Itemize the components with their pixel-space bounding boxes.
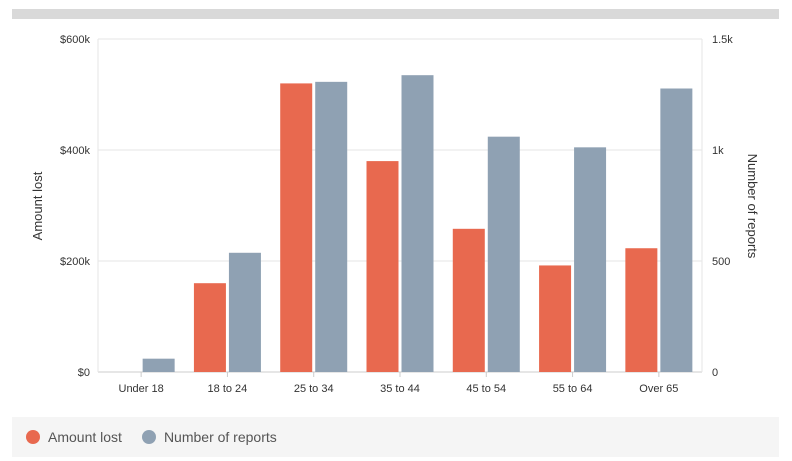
legend-label-amount-lost: Amount lost [48, 429, 122, 445]
legend: Amount lost Number of reports [12, 417, 779, 457]
legend-swatch-number-of-reports [141, 430, 156, 444]
bar-amount-lost[interactable] [193, 283, 226, 372]
y-right-tick-label: 1k [712, 145, 724, 157]
left-axis-ticks: $0 $200k $400k $600k [60, 34, 90, 379]
y-left-tick-label: $600k [60, 34, 90, 46]
y-left-tick-label: $0 [78, 367, 90, 379]
top-bar [12, 9, 779, 19]
x-tick-label: Under 18 [119, 383, 164, 395]
y-right-tick-label: 500 [712, 256, 730, 268]
bar-number-of-reports[interactable] [660, 88, 693, 373]
bar-number-of-reports[interactable] [142, 358, 175, 372]
bar-number-of-reports[interactable] [487, 136, 520, 372]
legend-label-number-of-reports: Number of reports [163, 429, 277, 445]
bars [142, 75, 693, 373]
bar-amount-lost[interactable] [452, 228, 485, 372]
bar-number-of-reports[interactable] [401, 75, 434, 372]
bar-amount-lost[interactable] [280, 83, 313, 373]
bar-number-of-reports[interactable] [574, 147, 607, 372]
grid-lines [97, 38, 703, 373]
x-tick-label: 45 to 54 [466, 383, 506, 395]
bar-amount-lost[interactable] [539, 265, 572, 372]
legend-swatch-amount-lost [26, 430, 40, 444]
x-tick-label: Over 65 [639, 383, 678, 395]
category-labels: Under 18 18 to 24 25 to 34 35 to 44 45 to 54… [119, 372, 678, 395]
y-right-tick-label: 0 [712, 367, 718, 379]
bar-chart: $0 $200k $400k $600k 0 500 1k 1.5k Under 18 18 … [30, 34, 760, 395]
legend-item-amount-lost[interactable]: Amount lost [26, 429, 122, 445]
right-axis-ticks: 0 500 1k 1.5k [712, 34, 733, 379]
x-tick-label: 35 to 44 [380, 383, 420, 395]
bar-amount-lost[interactable] [366, 161, 399, 372]
y-left-tick-label: $200k [60, 256, 90, 268]
x-tick-label: 18 to 24 [208, 383, 248, 395]
y-right-tick-label: 1.5k [712, 34, 733, 46]
y-left-axis-title: Amount lost [30, 171, 45, 240]
x-tick-label: 55 to 64 [553, 383, 593, 395]
y-left-tick-label: $400k [60, 145, 90, 157]
bar-number-of-reports[interactable] [315, 81, 348, 372]
bar-number-of-reports[interactable] [228, 252, 261, 372]
legend-item-number-of-reports[interactable]: Number of reports [141, 429, 277, 445]
bar-amount-lost[interactable] [625, 248, 658, 372]
x-tick-label: 25 to 34 [294, 383, 334, 395]
y-right-axis-title: Number of reports [745, 154, 760, 259]
